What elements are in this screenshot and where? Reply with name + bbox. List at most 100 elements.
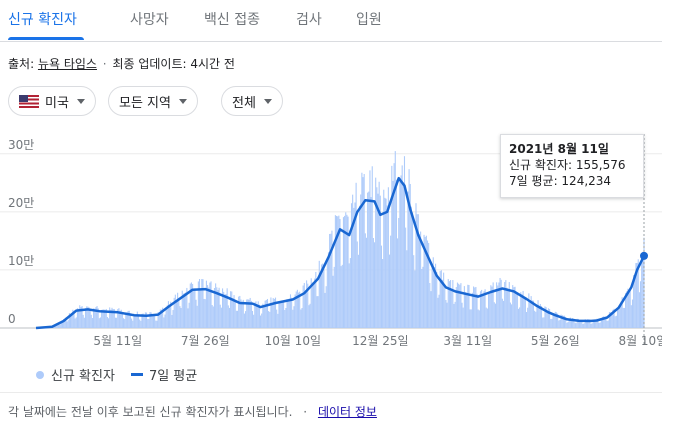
- daily-case-bar: [620, 301, 622, 328]
- daily-case-bar: [171, 314, 173, 328]
- daily-case-bar: [433, 266, 435, 328]
- daily-case-bar: [542, 317, 544, 328]
- daily-case-bar: [516, 292, 518, 328]
- daily-case-bar: [494, 303, 497, 328]
- chart-legend: 신규 확진자 7일 평균: [36, 365, 197, 384]
- daily-case-bar: [612, 309, 614, 328]
- daily-case-bar: [212, 306, 214, 328]
- daily-case-bar: [90, 314, 92, 328]
- daily-case-bar: [133, 313, 135, 328]
- daily-case-bar: [473, 286, 475, 328]
- daily-case-bar: [365, 237, 368, 328]
- daily-case-bar: [119, 310, 121, 328]
- daily-case-bar: [529, 300, 531, 328]
- daily-case-bar: [432, 257, 434, 328]
- daily-case-bar: [257, 301, 259, 328]
- daily-case-bar: [89, 308, 91, 328]
- tab-testing[interactable]: 검사: [296, 12, 322, 28]
- daily-case-bar: [431, 264, 433, 328]
- region-dropdown[interactable]: 모든 지역: [108, 86, 198, 116]
- daily-case-bar: [588, 319, 590, 328]
- country-dropdown[interactable]: 미국: [8, 86, 96, 116]
- daily-case-bar: [83, 317, 85, 328]
- chevron-down-icon: [263, 98, 272, 104]
- daily-case-bar: [373, 242, 376, 328]
- tab-hospitalizations[interactable]: 입원: [356, 12, 382, 28]
- daily-case-bar: [585, 319, 587, 328]
- daily-case-bar: [390, 235, 392, 328]
- daily-case-bar: [312, 282, 315, 328]
- daily-case-bar: [595, 319, 597, 328]
- tab-bar: 신규 확진자 사망자 백신 접종 검사 입원: [0, 0, 662, 42]
- daily-case-bar: [582, 324, 584, 328]
- daily-case-bar: [508, 282, 510, 328]
- daily-case-bar: [145, 312, 148, 328]
- daily-case-bar: [486, 308, 488, 328]
- legend-bars-label: 신규 확진자: [51, 369, 115, 384]
- footer-separator: ·: [303, 405, 308, 419]
- daily-case-bar: [572, 317, 574, 328]
- daily-case-bar: [263, 305, 265, 328]
- daily-case-bar: [194, 288, 196, 328]
- daily-case-bar: [567, 322, 569, 328]
- daily-case-bar: [454, 301, 456, 328]
- daily-case-bar: [242, 299, 244, 328]
- source-separator: ·: [102, 57, 107, 71]
- daily-case-bar: [631, 299, 634, 328]
- daily-case-bar: [316, 296, 318, 328]
- daily-case-bar: [619, 305, 621, 328]
- daily-case-bar: [280, 301, 282, 328]
- source-link[interactable]: 뉴욕 타임스: [37, 57, 97, 71]
- daily-case-bar: [426, 240, 429, 328]
- cases-chart[interactable]: 0 10만 20만 30만 5월 11일 7월 26일 10월 10일 12월 25일 3월 1…: [0, 130, 662, 352]
- daily-case-bar: [272, 298, 274, 328]
- daily-case-bar: [225, 293, 227, 328]
- daily-case-bar: [197, 281, 199, 328]
- daily-case-bar: [388, 254, 391, 328]
- data-info-link[interactable]: 데이터 정보: [317, 405, 377, 419]
- daily-case-bar: [231, 291, 233, 328]
- daily-case-bar: [492, 282, 494, 328]
- daily-case-bar: [641, 255, 643, 328]
- daily-case-bar: [175, 300, 178, 328]
- daily-case-bar: [233, 295, 235, 328]
- daily-case-bar: [391, 165, 393, 328]
- daily-case-bar: [468, 285, 470, 328]
- daily-case-bar: [456, 282, 459, 328]
- daily-case-bar: [230, 291, 232, 328]
- daily-case-bar: [261, 313, 263, 328]
- daily-case-bar: [296, 289, 298, 328]
- daily-case-bar: [243, 313, 245, 328]
- daily-case-bar: [363, 173, 365, 328]
- tab-vaccinations[interactable]: 백신 접종: [204, 12, 260, 28]
- daily-case-bar: [239, 295, 241, 328]
- daily-case-bar: [527, 307, 529, 328]
- daily-case-bar: [522, 290, 524, 328]
- scope-dropdown[interactable]: 전체: [221, 86, 283, 116]
- daily-case-bar: [87, 306, 89, 328]
- daily-case-bar: [122, 318, 125, 328]
- daily-case-bar: [68, 313, 70, 328]
- daily-case-bar: [301, 307, 303, 328]
- daily-case-bar: [307, 283, 309, 328]
- daily-case-bar: [500, 279, 502, 328]
- tab-new-cases[interactable]: 신규 확진자: [8, 12, 77, 28]
- daily-case-bar: [387, 187, 389, 328]
- daily-case-bar: [88, 307, 90, 328]
- daily-case-bar: [362, 177, 364, 328]
- daily-case-bar: [297, 292, 300, 328]
- daily-case-bar: [352, 194, 354, 328]
- daily-case-bar: [416, 214, 418, 328]
- daily-case-bar: [67, 320, 69, 328]
- daily-case-bar: [192, 283, 194, 328]
- daily-case-bar: [575, 323, 577, 328]
- daily-case-bar: [143, 315, 145, 328]
- daily-case-bar: [448, 281, 450, 328]
- daily-case-bar: [420, 231, 422, 328]
- hover-marker: [640, 251, 648, 260]
- daily-case-bar: [639, 281, 642, 328]
- tab-deaths[interactable]: 사망자: [130, 12, 169, 28]
- daily-case-bar: [213, 288, 216, 328]
- daily-case-bar: [583, 323, 585, 328]
- legend-line-swatch: [130, 373, 143, 376]
